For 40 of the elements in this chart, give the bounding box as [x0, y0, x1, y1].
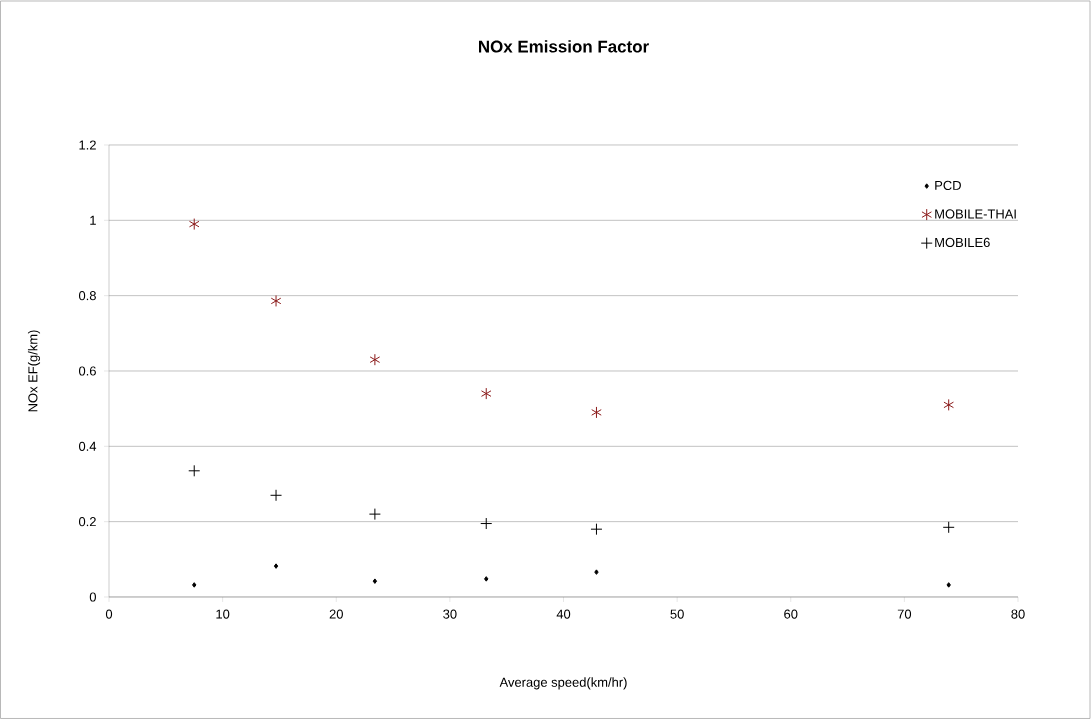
point [270, 489, 283, 502]
point [273, 563, 279, 569]
point [192, 582, 197, 588]
y-tick-label: 0.4 [78, 441, 97, 451]
y-tick-label: 1.2 [79, 140, 96, 150]
x-axis-title: Average speed(km/hr) [499, 677, 627, 690]
y-tick-label: 0.8 [78, 291, 96, 301]
point [188, 218, 200, 231]
x-tick-label: 40 [556, 609, 571, 619]
x-tick-label: 50 [670, 609, 684, 619]
y-tick-label: 0.2 [78, 517, 96, 527]
legend-label: MOBILE6 [935, 237, 990, 248]
x-tick-label: 80 [1011, 609, 1025, 619]
y-tick-label: 0 [89, 592, 96, 602]
x-tick-label: 0 [105, 609, 113, 619]
point [590, 523, 603, 536]
point [943, 398, 954, 411]
point [591, 406, 602, 419]
legend-label: PCD [935, 180, 961, 190]
y-tick-label: 0.6 [78, 366, 96, 376]
x-tick-label: 70 [897, 609, 912, 619]
point [480, 517, 493, 530]
point [946, 582, 951, 588]
point [368, 508, 381, 521]
point [942, 521, 955, 534]
point [369, 353, 381, 366]
point [372, 578, 378, 584]
point [594, 569, 599, 575]
x-tick-label: 60 [784, 609, 798, 619]
y-axis-title: NOx EF(g/km) [27, 330, 41, 412]
point [484, 576, 489, 582]
x-tick-label: 30 [443, 609, 457, 619]
x-tick-label: 20 [329, 609, 343, 619]
chart-title: NOx Emission Factor [479, 40, 649, 53]
point [270, 294, 282, 307]
legend-label: MOBILE-THAI [935, 209, 1016, 219]
point [480, 387, 492, 400]
y-tick-label: 1 [90, 215, 96, 225]
point [188, 464, 201, 477]
x-tick-label: 10 [216, 609, 230, 619]
